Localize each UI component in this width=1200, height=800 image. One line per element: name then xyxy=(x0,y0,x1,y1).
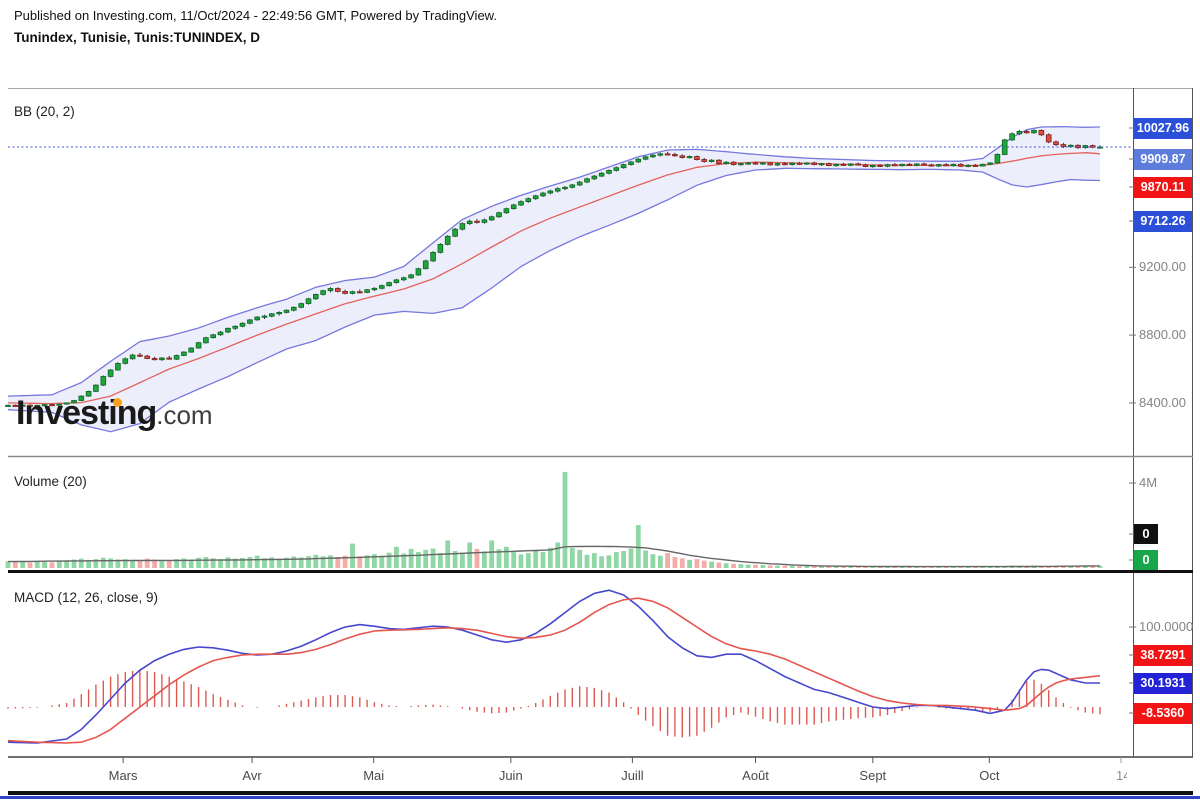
investing-watermark: Investing.com xyxy=(16,394,213,433)
macd-tick: 100.0000 xyxy=(1139,619,1194,634)
price-tick: 8800.00 xyxy=(1139,327,1186,343)
volume-tick: 4M xyxy=(1139,475,1158,490)
price-label-1: 9909.87 xyxy=(1134,148,1192,170)
month-label-mars: Mars xyxy=(108,768,138,783)
month-label-juin: Juin xyxy=(498,768,523,783)
price-label-2: 9870.11 xyxy=(1134,176,1192,198)
watermark-suffix: .com xyxy=(156,400,213,430)
volume-value-label: 0 xyxy=(1134,550,1158,570)
month-label-juill: Juill xyxy=(621,768,644,783)
volume-indicator-title: Volume (20) xyxy=(14,474,87,489)
macd-indicator-title: MACD (12, 26, close, 9) xyxy=(14,590,159,605)
watermark-brand: Investing xyxy=(16,394,157,432)
macd-label-0: 38.7291 xyxy=(1134,644,1192,666)
published-line: Published on Investing.com, 11/Oct/2024 … xyxy=(14,8,497,23)
month-label-mai: Mai xyxy=(363,768,385,783)
instrument-line: Tunindex, Tunisie, Tunis:TUNINDEX, D xyxy=(14,30,260,45)
price-label-3: 9712.26 xyxy=(1134,210,1192,232)
volume-ma-label: 0 xyxy=(1134,524,1158,544)
month-label-sept: Sept xyxy=(859,768,887,783)
macd-label-1: 30.1931 xyxy=(1134,672,1192,694)
watermark-orange-dot-icon xyxy=(113,398,122,407)
macd-label-2: -8.5360 xyxy=(1134,702,1192,724)
price-tick: 8400.00 xyxy=(1139,394,1186,410)
month-label-avr: Avr xyxy=(242,768,262,783)
price-tick: 9200.00 xyxy=(1139,259,1186,275)
month-label-oct: Oct xyxy=(979,768,1000,783)
price-label-0: 10027.96 xyxy=(1134,117,1192,139)
bb-indicator-title: BB (20, 2) xyxy=(14,104,75,119)
time-axis-partial-label: 14 xyxy=(1116,768,1127,783)
month-label-août: Août xyxy=(742,768,769,783)
